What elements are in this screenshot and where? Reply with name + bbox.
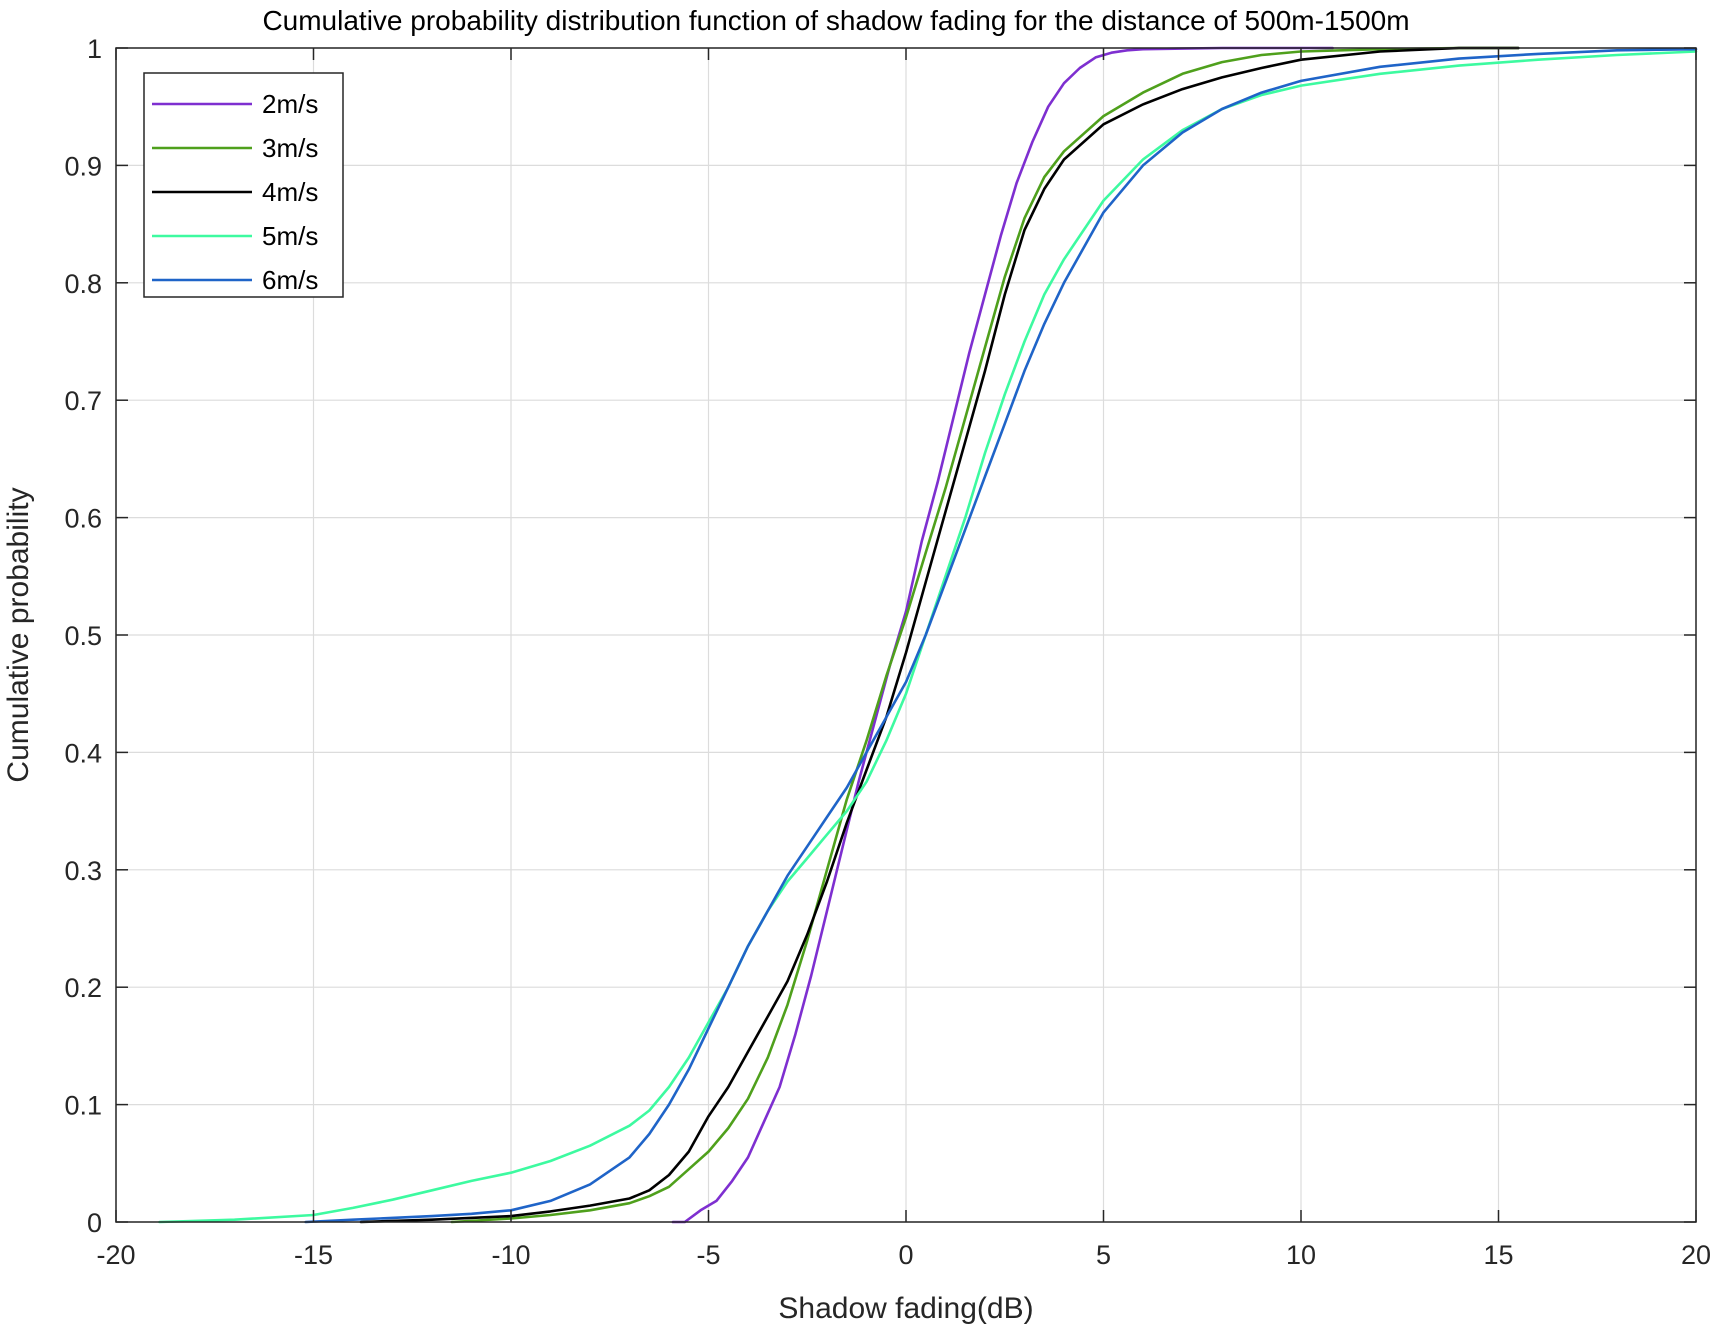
x-tick-label: -5 [696, 1240, 720, 1270]
series-line-2ms [671, 46, 1334, 1224]
x-tick-label: 15 [1483, 1240, 1513, 1270]
x-tick-label: -15 [294, 1240, 333, 1270]
x-tick-label: 20 [1681, 1240, 1711, 1270]
x-tick-label: -20 [96, 1240, 135, 1270]
legend-label: 3m/s [262, 133, 318, 163]
y-tick-label: 0.3 [64, 856, 102, 886]
legend-label: 5m/s [262, 221, 318, 251]
x-tick-label: -10 [491, 1240, 530, 1270]
y-tick-label: 0 [87, 1208, 102, 1238]
legend-label: 6m/s [262, 265, 318, 295]
y-tick-label: 0.9 [64, 151, 102, 181]
x-tick-label: 0 [898, 1240, 913, 1270]
legend-box [143, 72, 344, 298]
series-line-6ms [304, 47, 1698, 1224]
legend-label: 2m/s [262, 89, 318, 119]
x-axis-label: Shadow fading(dB) [778, 1292, 1033, 1325]
x-tick-label: 10 [1286, 1240, 1316, 1270]
series-line-5ms [158, 50, 1698, 1224]
y-tick-label: 0.2 [64, 973, 102, 1003]
y-tick-label: 0.5 [64, 621, 102, 651]
y-tick-labels: 0 0.1 0.2 0.3 0.4 0.5 0.6 0.7 0.8 0.9 1 [64, 34, 102, 1238]
legend-label: 4m/s [262, 177, 318, 207]
series-line-3ms [450, 46, 1520, 1224]
series-group [158, 46, 1698, 1224]
chart-title: Cumulative probability distribution func… [262, 5, 1409, 36]
y-tick-label: 0.4 [64, 738, 102, 768]
legend: 2m/s 3m/s 4m/s 5m/s 6m/s [143, 72, 344, 298]
y-tick-label: 0.6 [64, 504, 102, 534]
y-axis-label: Cumulative probability [2, 487, 35, 782]
x-tick-labels: -20 -15 -10 -5 0 5 10 15 20 [96, 1240, 1711, 1270]
y-tick-label: 0.7 [64, 386, 102, 416]
x-tick-label: 5 [1096, 1240, 1111, 1270]
y-tick-label: 1 [87, 34, 102, 64]
tick-group [115, 47, 1697, 1223]
y-tick-label: 0.1 [64, 1091, 102, 1121]
y-tick-label: 0.8 [64, 269, 102, 299]
grid [115, 47, 1697, 1223]
